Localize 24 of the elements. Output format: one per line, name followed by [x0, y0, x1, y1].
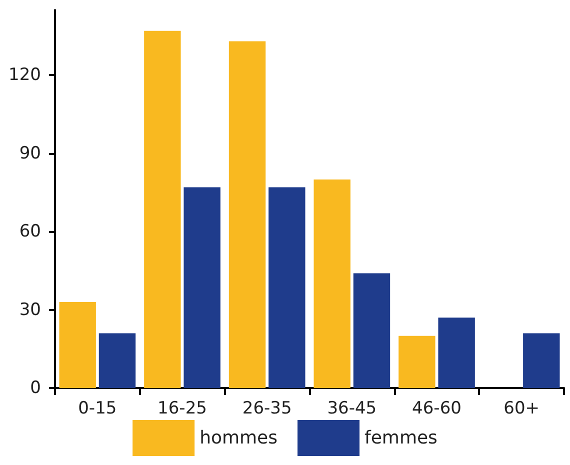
bar: [438, 318, 475, 388]
y-tick-label: 120: [8, 65, 41, 86]
x-tick-label: 46-60: [412, 398, 462, 418]
x-tick-label: 60+: [504, 398, 540, 418]
bar: [144, 30, 181, 388]
x-tick-label: 16-25: [158, 398, 207, 418]
x-tick-label: 0-15: [78, 398, 117, 418]
bar: [59, 302, 96, 388]
bar: [268, 187, 306, 388]
y-tick-label: 60: [19, 222, 41, 242]
bar: [353, 273, 390, 388]
bar: [228, 41, 266, 388]
bar: [314, 179, 350, 388]
bar: [398, 336, 436, 388]
bar: [184, 187, 220, 388]
y-tick-label: 90: [19, 143, 41, 164]
y-tick-label: 30: [19, 300, 41, 320]
legend-label: hommes: [200, 428, 278, 448]
x-tick-label: 36-45: [327, 398, 377, 418]
y-tick-label: 0: [30, 378, 41, 398]
bar: [523, 333, 560, 388]
legend-label: femmes: [364, 428, 438, 448]
x-tick-label: 26-35: [242, 398, 292, 418]
bar: [98, 333, 136, 388]
